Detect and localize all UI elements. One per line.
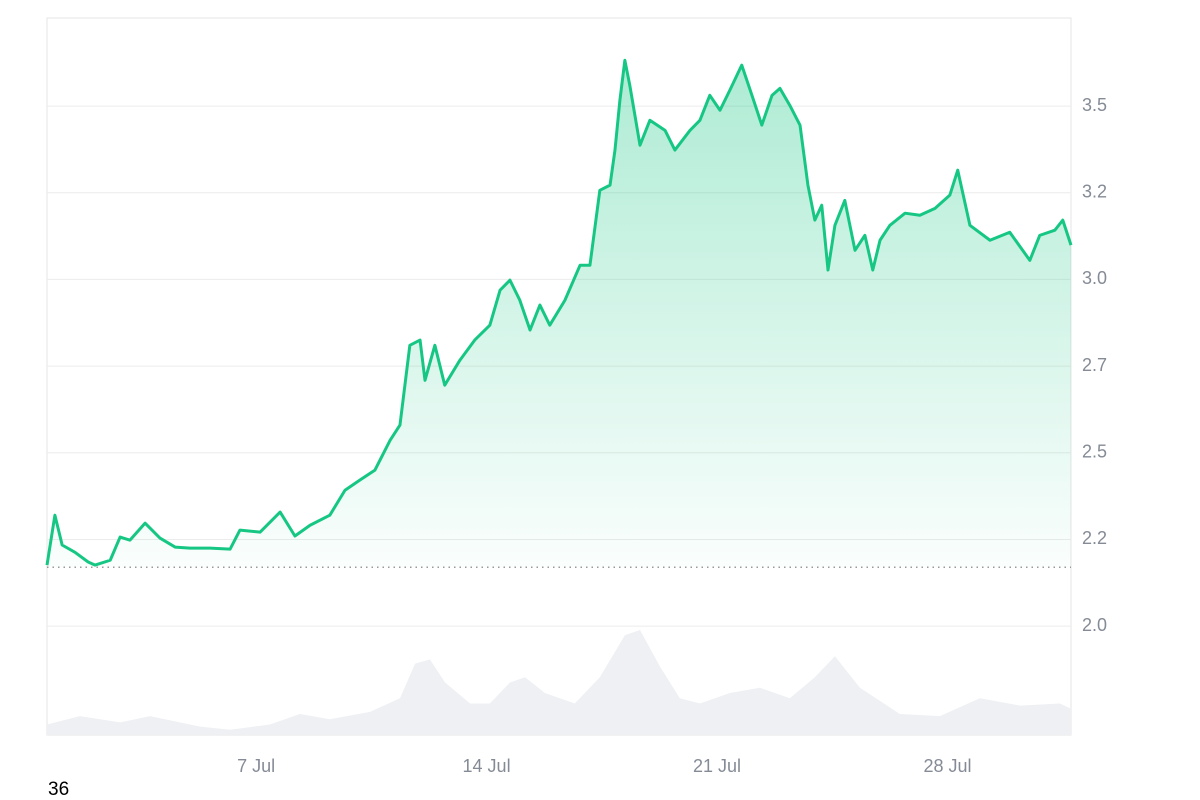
x-tick-label: 21 Jul [693, 756, 741, 776]
y-tick-label: 3.2 [1082, 181, 1107, 201]
price-area [47, 60, 1071, 568]
y-tick-label: 2.2 [1082, 528, 1107, 548]
x-tick-label: 14 Jul [463, 756, 511, 776]
y-tick-label: 2.5 [1082, 442, 1107, 462]
y-tick-label: 3.5 [1082, 95, 1107, 115]
footer-text: 36 [48, 779, 69, 800]
y-tick-label: 2.7 [1082, 355, 1107, 375]
volume-area [47, 630, 1071, 735]
y-tick-label: 2.0 [1082, 615, 1107, 635]
price-line [45, 58, 1073, 567]
x-tick-label: 28 Jul [924, 756, 972, 776]
y-tick-label: 3.0 [1082, 268, 1107, 288]
x-tick-label: 7 Jul [237, 756, 275, 776]
